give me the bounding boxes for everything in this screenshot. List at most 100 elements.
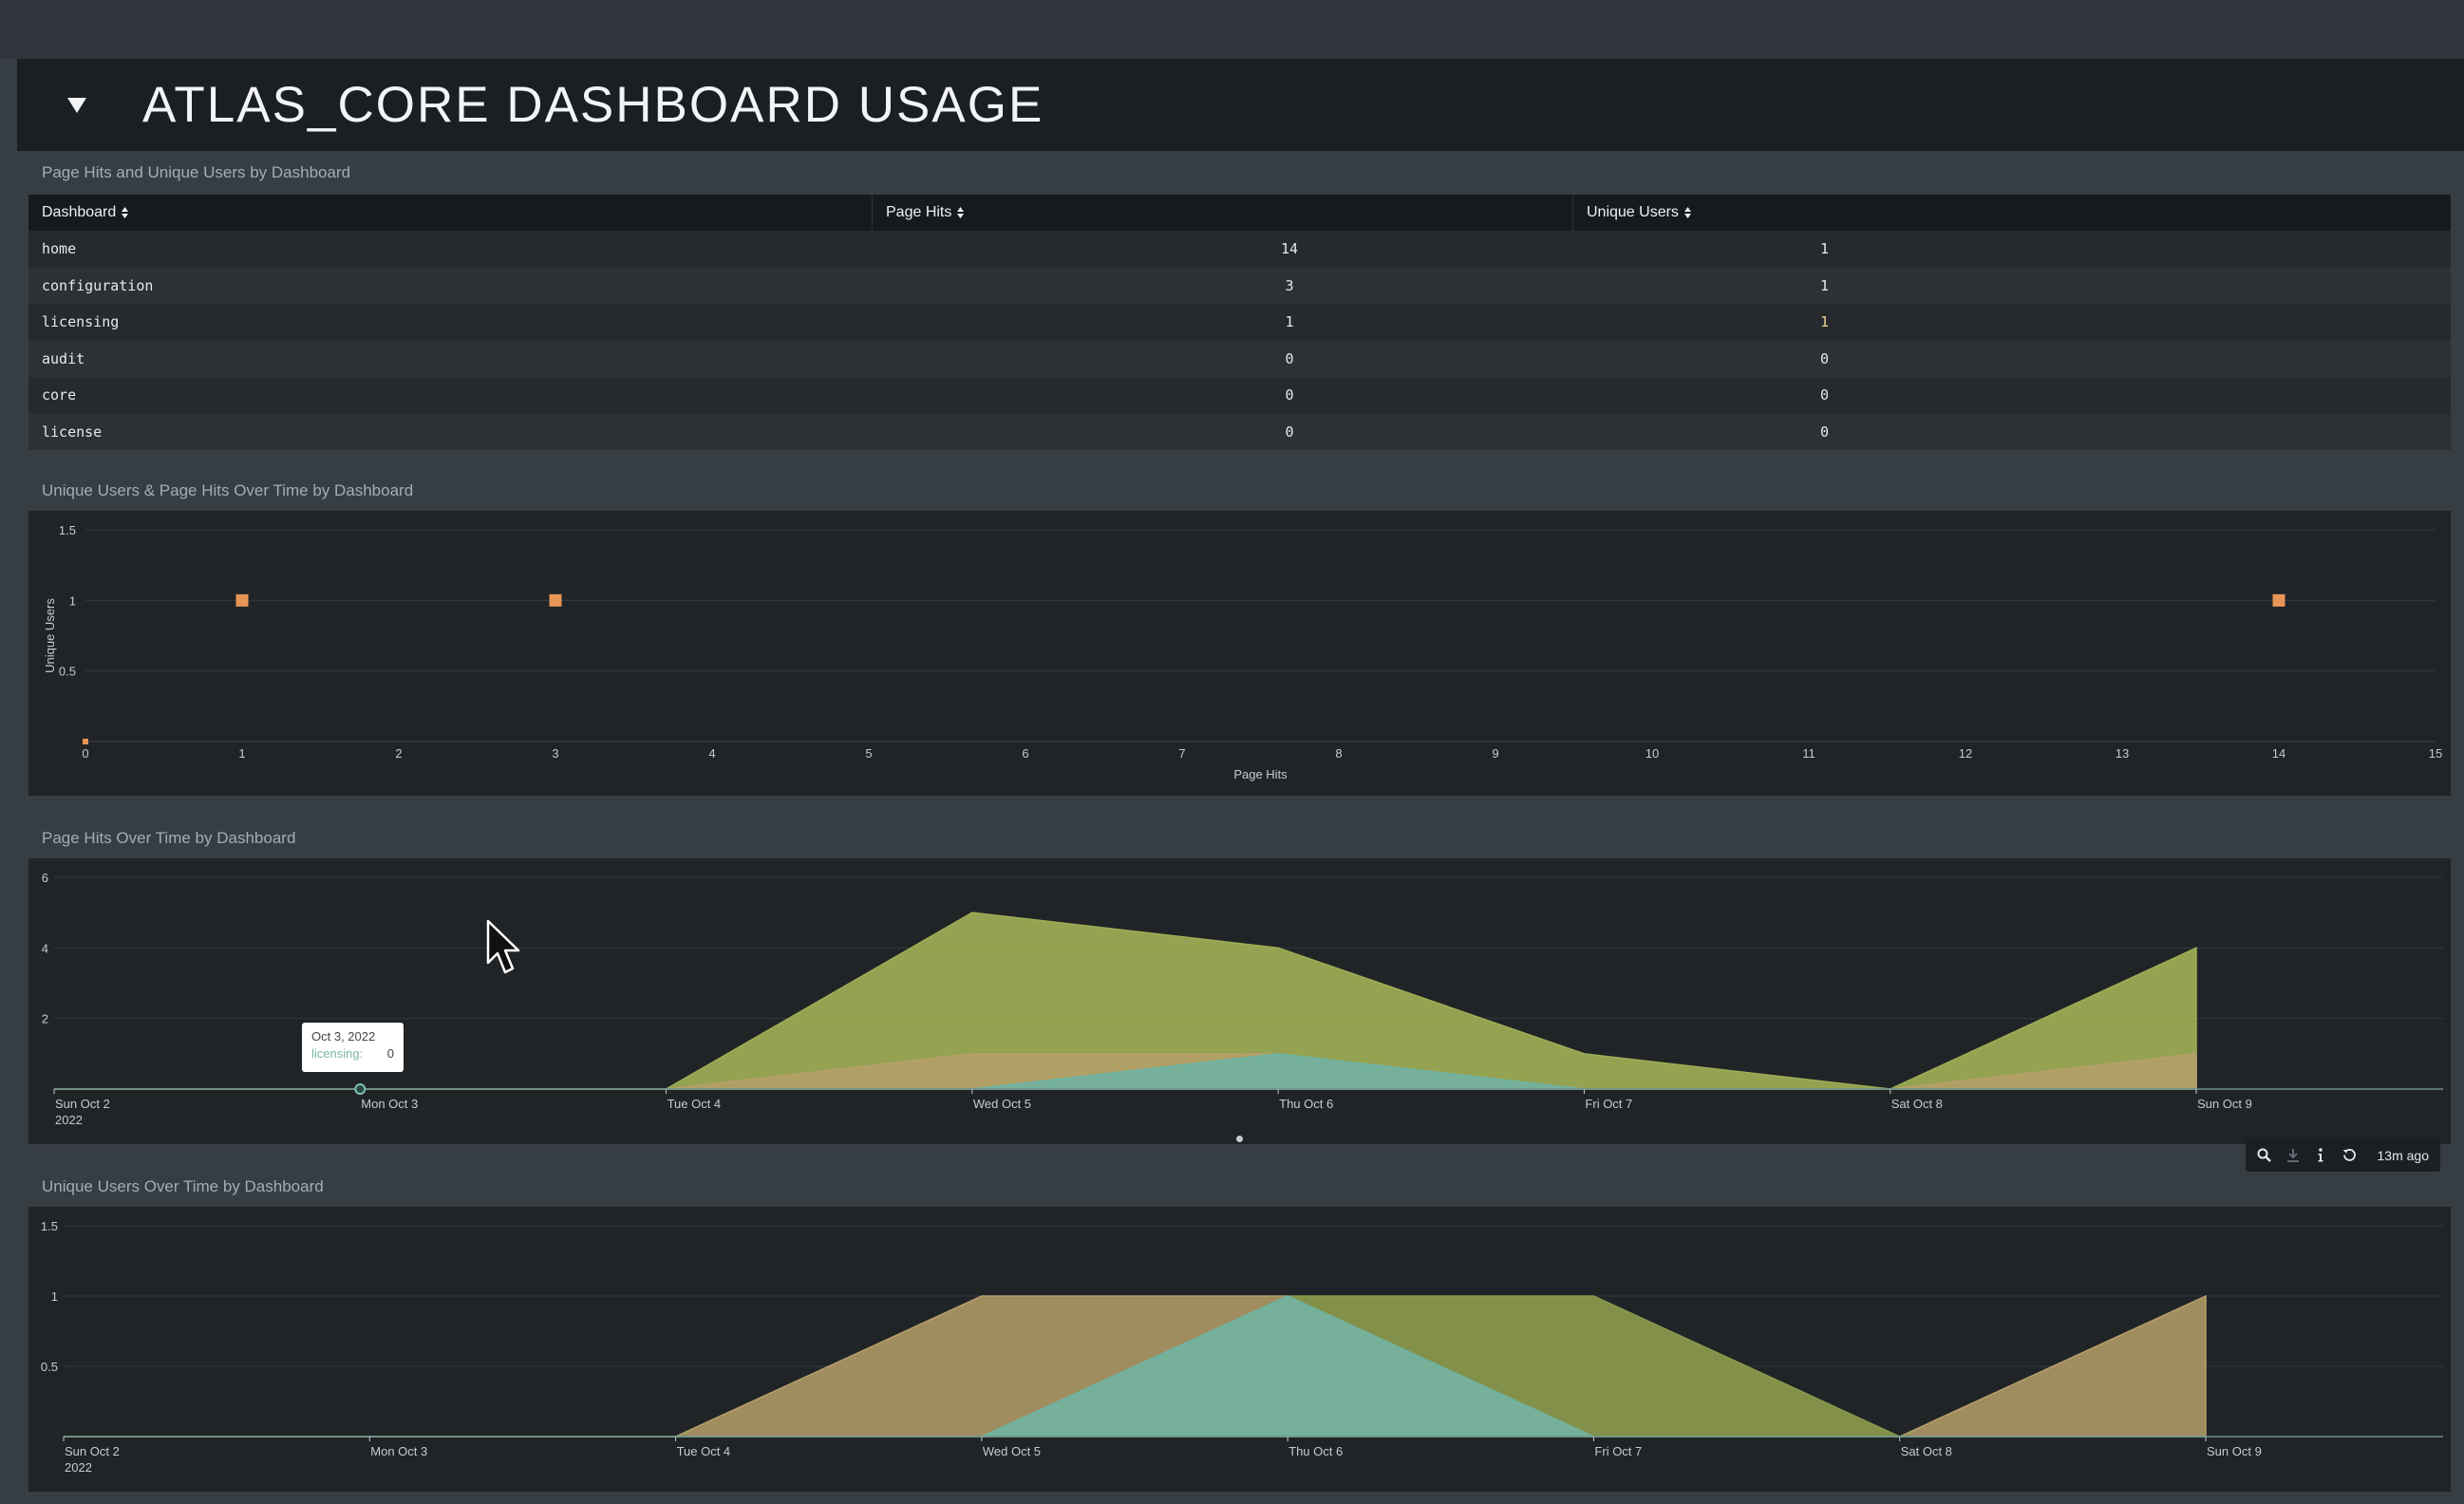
tooltip-series: licensing: bbox=[311, 1046, 364, 1061]
table-row[interactable]: audit 0 0 bbox=[28, 340, 2451, 377]
cell-dashboard: licensing bbox=[42, 313, 120, 331]
x-tick-label: Wed Oct 5 bbox=[973, 1097, 1031, 1111]
x-tick-label: 8 bbox=[1335, 746, 1342, 761]
area-hits-chart: 2 4 6 Sun Oct 2 Mon Oct 3 Tue Oct 4 Wed Oct 5 T… bbox=[42, 871, 2443, 1127]
search-icon[interactable] bbox=[2257, 1148, 2271, 1163]
x-tick-label: Thu Oct 6 bbox=[1279, 1097, 1333, 1111]
x-tick-label: 2 bbox=[395, 746, 402, 761]
x-tick-label: 9 bbox=[1492, 746, 1498, 761]
x-tick-label: 4 bbox=[708, 746, 715, 761]
table-row[interactable]: core 0 0 bbox=[28, 377, 2451, 414]
tooltip-value: 0 bbox=[386, 1046, 394, 1061]
scatter-point bbox=[549, 593, 562, 607]
column-header-page-hits[interactable]: Page Hits bbox=[873, 195, 1573, 231]
cell-dashboard: home bbox=[42, 240, 77, 258]
x-tick-label: 0 bbox=[82, 746, 88, 761]
sort-icon bbox=[957, 207, 965, 218]
caret-down-icon bbox=[67, 97, 86, 113]
x-tick-label: 6 bbox=[1022, 746, 1028, 761]
column-header-dashboard[interactable]: Dashboard bbox=[28, 195, 873, 231]
y-tick-label: 2 bbox=[42, 1012, 48, 1026]
table-row[interactable]: license 0 0 bbox=[28, 413, 2451, 450]
download-icon[interactable] bbox=[2286, 1148, 2300, 1163]
table-row[interactable]: home 14 1 bbox=[28, 231, 2451, 268]
column-header-label: Dashboard bbox=[42, 204, 117, 220]
x-tick-label: Sun Oct 2 bbox=[65, 1444, 120, 1458]
cell-unique-users: 1 bbox=[1819, 276, 1830, 294]
y-tick-label: 6 bbox=[42, 871, 48, 885]
scatter-panel-title: Unique Users & Page Hits Over Time by Da… bbox=[42, 481, 414, 499]
x-tick-label: Sun Oct 2 bbox=[55, 1097, 110, 1111]
collapse-toggle-button[interactable] bbox=[63, 91, 91, 120]
y-tick-label: 1 bbox=[69, 593, 76, 608]
y-tick-label: 0.5 bbox=[59, 665, 76, 679]
scatter-point bbox=[83, 739, 88, 744]
cell-dashboard: configuration bbox=[42, 276, 154, 294]
cell-dashboard: license bbox=[42, 423, 103, 441]
cell-page-hits: 3 bbox=[1285, 276, 1294, 294]
last-refresh-time: 13m ago bbox=[2377, 1147, 2429, 1163]
x-tick-label: 11 bbox=[1802, 746, 1815, 761]
x-tick-label: Tue Oct 4 bbox=[668, 1097, 722, 1111]
pagination-dot[interactable] bbox=[1236, 1136, 1243, 1142]
y-axis-label: Unique Users bbox=[43, 598, 57, 673]
x-tick-label: 3 bbox=[552, 746, 558, 761]
y-tick-label: 1.5 bbox=[41, 1219, 58, 1233]
table-row[interactable]: configuration 3 1 bbox=[28, 267, 2451, 304]
cell-unique-users: 1 bbox=[1819, 240, 1830, 258]
section-header: ATLAS_CORE DASHBOARD USAGE bbox=[17, 59, 2464, 151]
area-hits-panel-title: Page Hits Over Time by Dashboard bbox=[42, 829, 296, 847]
cell-unique-users: 0 bbox=[1819, 423, 1830, 441]
tooltip-row: licensing: 0 bbox=[311, 1046, 394, 1061]
x-tick-label: Mon Oct 3 bbox=[361, 1097, 418, 1111]
x-tick-label: 12 bbox=[1959, 746, 1972, 761]
cell-page-hits: 1 bbox=[1285, 313, 1294, 331]
x-tick-sublabel: 2022 bbox=[65, 1460, 92, 1475]
panel-toolbar: 13m ago bbox=[2246, 1138, 2440, 1172]
x-tick-label: Sun Oct 9 bbox=[2207, 1444, 2262, 1458]
y-tick-label: 0.5 bbox=[41, 1360, 58, 1374]
x-tick-label: Tue Oct 4 bbox=[677, 1444, 731, 1458]
cell-page-hits: 14 bbox=[1280, 240, 1299, 258]
area-users-panel-title: Unique Users Over Time by Dashboard bbox=[42, 1177, 324, 1195]
hover-point bbox=[354, 1083, 367, 1095]
cell-dashboard: core bbox=[42, 386, 77, 404]
cell-unique-users: 0 bbox=[1819, 386, 1830, 404]
sort-icon bbox=[122, 207, 129, 218]
tooltip-date: Oct 3, 2022 bbox=[311, 1029, 376, 1043]
x-tick-label: Fri Oct 7 bbox=[1594, 1444, 1642, 1458]
column-header-label: Unique Users bbox=[1587, 204, 1679, 220]
x-tick-label: 1 bbox=[238, 746, 245, 761]
x-tick-label: Sat Oct 8 bbox=[1891, 1097, 1943, 1111]
scatter-point bbox=[235, 593, 249, 607]
x-tick-label: 14 bbox=[2272, 746, 2285, 761]
scatter-panel: 0.5 1 1.5 0 1 2 3 4 5 6 7 8 9 10 11 12 13 14 15 Page Hits Un… bbox=[28, 511, 2451, 796]
scatter-point bbox=[2272, 593, 2285, 607]
x-tick-label: 5 bbox=[865, 746, 872, 761]
area-hits-panel: 2 4 6 Sun Oct 2 Mon Oct 3 Tue Oct 4 Wed Oct 5 T… bbox=[28, 858, 2451, 1144]
usage-table: Dashboard Page Hits Unique Users home 14… bbox=[28, 195, 2451, 450]
column-header-unique-users[interactable]: Unique Users bbox=[1573, 195, 2451, 231]
cell-dashboard: audit bbox=[42, 349, 85, 367]
y-tick-label: 1.5 bbox=[59, 523, 76, 537]
cell-page-hits: 0 bbox=[1285, 423, 1294, 441]
table-row[interactable]: licensing 1 1 bbox=[28, 304, 2451, 341]
cell-unique-users: 0 bbox=[1819, 349, 1830, 367]
cell-unique-users: 1 bbox=[1819, 313, 1830, 331]
info-icon[interactable] bbox=[2315, 1148, 2327, 1163]
x-tick-label: Mon Oct 3 bbox=[370, 1444, 427, 1458]
chart-tooltip: Oct 3, 2022 licensing: 0 bbox=[302, 1023, 404, 1072]
cell-page-hits: 0 bbox=[1285, 349, 1294, 367]
table-header: Dashboard Page Hits Unique Users bbox=[28, 195, 2451, 231]
x-tick-label: 15 bbox=[2429, 746, 2442, 761]
refresh-icon[interactable] bbox=[2342, 1148, 2357, 1163]
y-tick-label: 1 bbox=[51, 1289, 58, 1304]
x-tick-sublabel: 2022 bbox=[55, 1113, 83, 1127]
x-axis-label: Page Hits bbox=[1233, 767, 1288, 781]
y-tick-label: 4 bbox=[42, 941, 48, 955]
sort-icon bbox=[1683, 207, 1691, 218]
x-tick-label: Thu Oct 6 bbox=[1288, 1444, 1343, 1458]
x-tick-label: Wed Oct 5 bbox=[983, 1444, 1041, 1458]
x-tick-label: Fri Oct 7 bbox=[1585, 1097, 1632, 1111]
